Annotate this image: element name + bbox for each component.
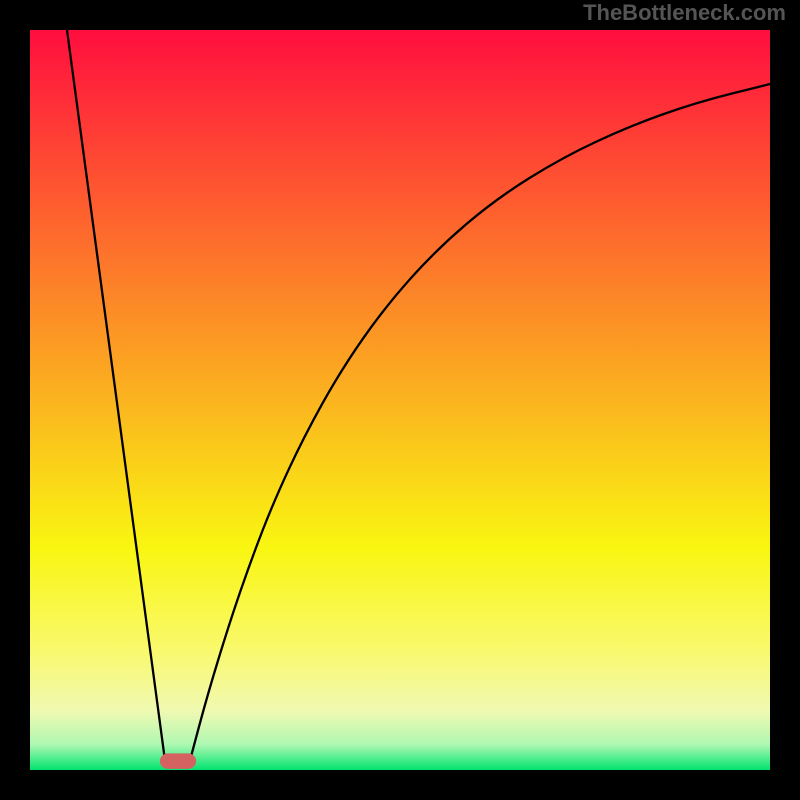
attribution-text: TheBottleneck.com <box>583 0 786 26</box>
plot-background <box>30 30 770 770</box>
bottleneck-chart <box>0 0 800 800</box>
chart-container: { "attribution": { "text": "TheBottlenec… <box>0 0 800 800</box>
optimum-marker <box>160 753 196 769</box>
